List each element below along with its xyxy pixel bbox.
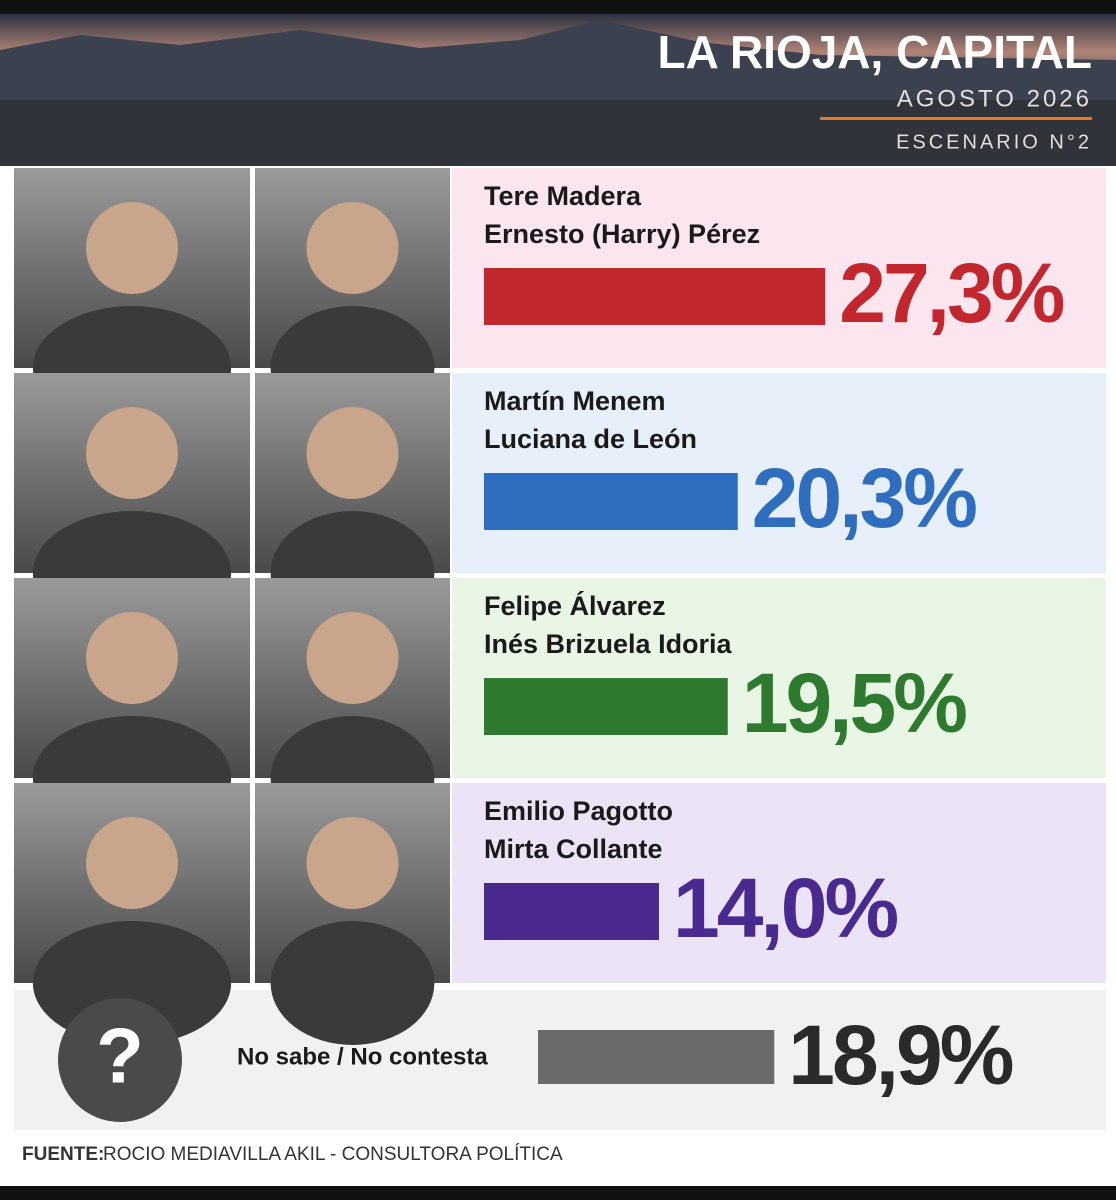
title: LA RIOJA, CAPITAL	[658, 26, 1092, 78]
photo-head	[306, 202, 399, 294]
accent-line	[820, 117, 1092, 120]
top-strip	[0, 0, 1116, 14]
photo-head	[86, 407, 178, 499]
source-label: FUENTE:	[22, 1144, 104, 1165]
candidate-name: Martín Menem	[484, 386, 666, 416]
value-label: 20,3%	[752, 451, 976, 545]
photo-head	[86, 612, 178, 704]
city	[0, 100, 1116, 166]
candidate-name: Mirta Collante	[484, 834, 663, 864]
photo-head	[306, 817, 399, 909]
scenario: ESCENARIO N°2	[896, 131, 1092, 153]
photo-head	[86, 202, 178, 294]
bar	[484, 883, 659, 940]
photo-head	[306, 407, 399, 499]
candidate-name: Luciana de León	[484, 424, 697, 454]
value-label: 18,9%	[788, 1008, 1012, 1102]
subtitle: AGOSTO 2026	[897, 85, 1092, 112]
bar	[484, 473, 738, 530]
photo-body	[270, 921, 435, 1045]
bar	[538, 1030, 775, 1084]
bar	[484, 268, 826, 325]
bottom-strip	[0, 1186, 1116, 1200]
value-label: 14,0%	[673, 861, 897, 955]
unknown-icon-glyph: ?	[96, 1012, 144, 1100]
rows: Tere Madera Ernesto (Harry) Pérez 27,3% Mar…	[14, 168, 1106, 1102]
source: ROCIO MEDIAVILLA AKIL - CONSULTORA POLÍT…	[103, 1144, 563, 1165]
unknown-icon	[58, 998, 182, 1122]
candidate-name: Emilio Pagotto	[484, 796, 673, 826]
bar	[484, 678, 728, 735]
photo-head	[86, 817, 178, 909]
value-label: 27,3%	[839, 246, 1063, 340]
candidate-name: Tere Madera	[484, 181, 642, 211]
candidate-name: Ernesto (Harry) Pérez	[484, 219, 760, 249]
photo-head	[306, 612, 399, 704]
candidate-name: Felipe Álvarez	[484, 590, 666, 621]
category-label: No sabe / No contesta	[237, 1043, 488, 1070]
value-label: 19,5%	[742, 656, 966, 750]
candidate-name: Inés Brizuela Idoria	[484, 629, 733, 659]
